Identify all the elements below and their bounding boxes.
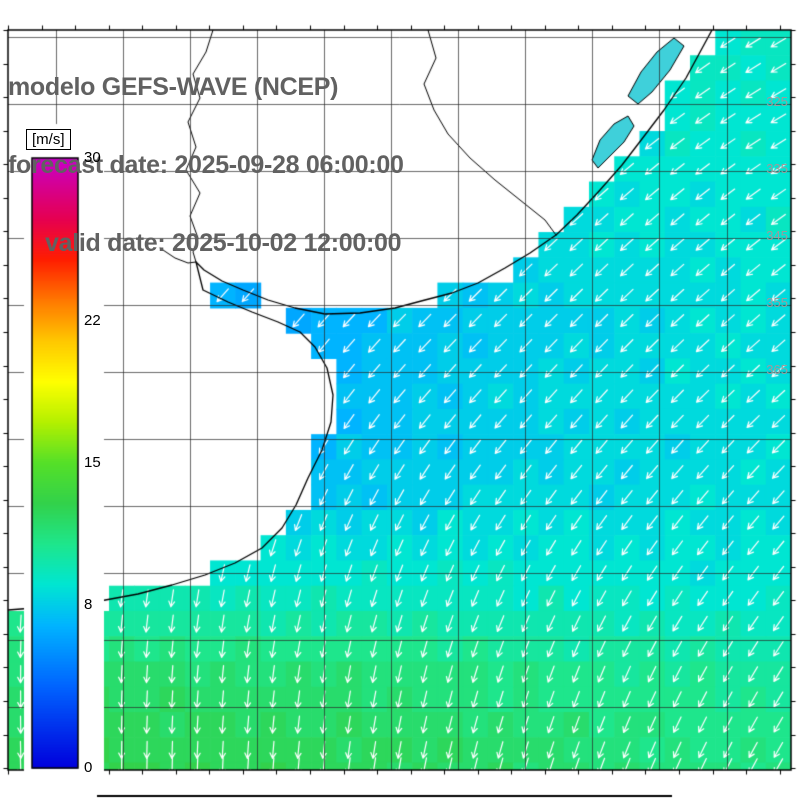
valid-date: valid date: 2025-10-02 12:00:00 [45, 229, 402, 257]
colorbar-tick-22: 22 [84, 312, 101, 329]
right-edge-label-355: 355 [766, 295, 788, 310]
right-edge-label-365: 365 [766, 362, 788, 377]
colorbar-tick-15: 15 [84, 454, 101, 471]
header: modelo GEFS-WAVE (NCEP) forecast date: 2… [8, 22, 404, 308]
colorbar-tick-0: 0 [84, 759, 93, 776]
colorbar-tick-8: 8 [84, 596, 93, 613]
right-edge-label-335: 335 [766, 161, 788, 176]
right-edge-label-345: 345 [766, 228, 788, 243]
colorbar-unit-label: [m/s] [26, 129, 71, 150]
forecast-date: forecast date: 2025-09-28 06:00:00 [8, 151, 404, 179]
model-title: modelo GEFS-WAVE (NCEP) [8, 73, 339, 101]
right-edge-label-325: 325 [766, 94, 788, 109]
colorbar-tick-30: 30 [84, 149, 101, 166]
